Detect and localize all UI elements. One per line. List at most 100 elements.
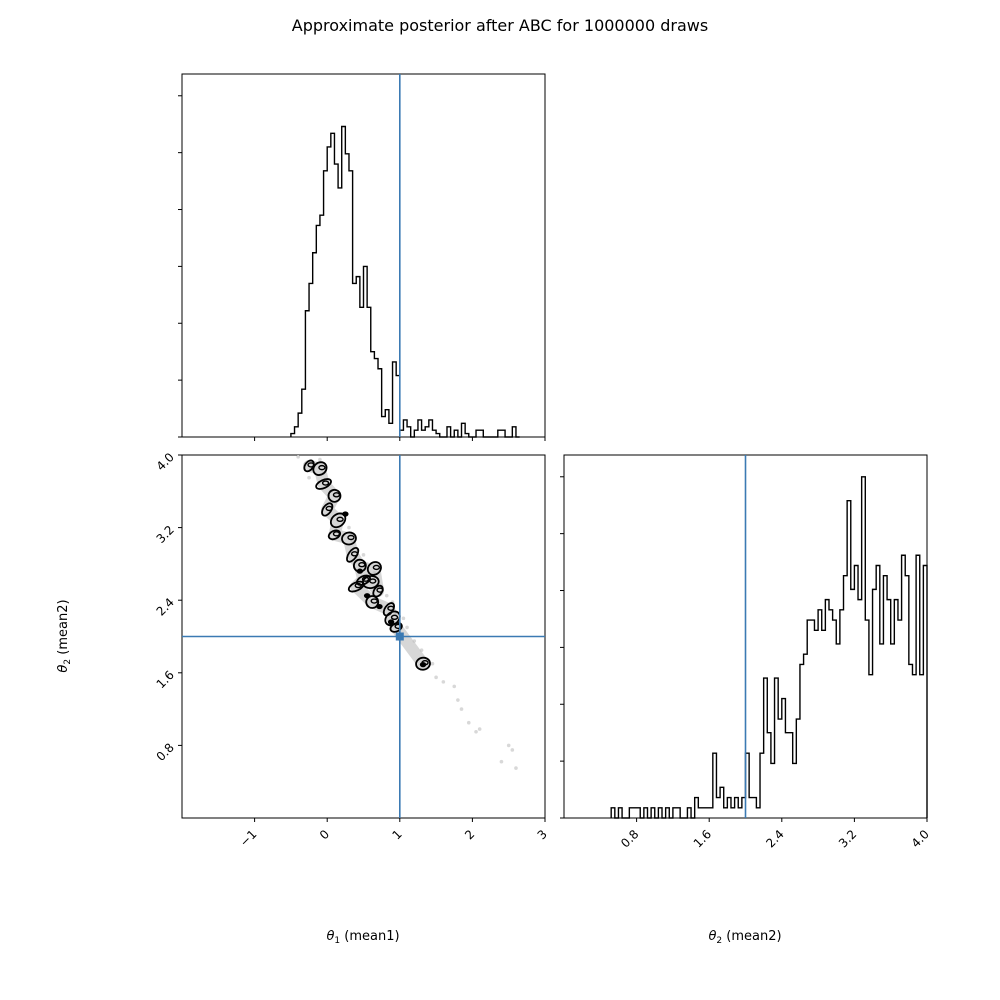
contour-level — [327, 529, 342, 541]
contour-level — [318, 464, 326, 471]
contour-peak — [387, 619, 395, 625]
histogram-bin — [629, 808, 640, 818]
scatter-point — [361, 553, 366, 557]
scatter-point — [434, 675, 438, 680]
histogram-bin — [327, 147, 331, 437]
contour-level — [346, 546, 360, 563]
contour-level — [352, 558, 367, 573]
scatter-point — [401, 616, 406, 621]
histogram-bin — [738, 808, 742, 818]
histogram-bin — [749, 798, 756, 818]
contour-level — [350, 551, 359, 557]
histogram-bin — [854, 565, 858, 818]
contour-level — [387, 605, 395, 611]
contour-level — [389, 622, 403, 633]
histogram-bin — [382, 417, 386, 437]
panel-joint-contour: −1 0 1 2 3 0.8 1.6 2.4 3.2 4.0 — [154, 450, 550, 849]
histogram-outline — [290, 125, 520, 438]
scatter-point — [296, 455, 300, 459]
histogram-bin — [345, 154, 349, 437]
histogram-bin — [331, 133, 335, 437]
scatter-point — [307, 475, 311, 480]
histogram-bin — [698, 808, 702, 818]
contour-level — [372, 564, 381, 571]
scatter-point — [459, 707, 464, 711]
contour-level — [376, 587, 384, 593]
histogram-bin — [920, 675, 924, 818]
histogram-bin — [869, 675, 873, 818]
histogram-bin — [731, 808, 735, 818]
histogram-bin — [825, 600, 829, 818]
contour-level — [327, 488, 342, 503]
y-tick-label: 1.6 — [154, 668, 177, 691]
contour-level — [390, 614, 399, 621]
histogram-bin — [360, 307, 364, 437]
contour-peak — [356, 568, 364, 574]
histogram-bin — [771, 763, 775, 818]
scatter-point — [514, 766, 518, 770]
histogram-bin — [498, 430, 505, 437]
scatter-point — [510, 748, 515, 752]
histogram-bin — [880, 644, 884, 818]
contour-level — [325, 505, 333, 512]
histogram-bin — [778, 719, 782, 818]
x-axis-label-theta1: θ1 (mean1) — [326, 929, 399, 946]
y-axis-label-theta2: θ2 (mean2) — [56, 599, 73, 672]
contour-level — [366, 561, 382, 576]
x-tick-label: 3.2 — [836, 827, 859, 850]
histogram-bin — [807, 620, 814, 818]
x-tick-label: 2 — [462, 827, 477, 842]
scatter-point — [466, 720, 471, 725]
y-tick-label: 4.0 — [154, 450, 177, 473]
histogram-bin — [702, 808, 713, 818]
x-tick-label: −1 — [237, 827, 259, 849]
axes-frame — [181, 73, 546, 438]
x-tick-label: 0 — [317, 827, 332, 842]
histogram-bin — [724, 808, 728, 818]
histogram-bin — [822, 630, 826, 818]
x-tick-label: 3 — [535, 827, 550, 842]
contour-peak — [342, 511, 349, 517]
y-tick-label: 2.4 — [154, 595, 177, 618]
contour-peak — [363, 593, 371, 599]
contour-level — [315, 478, 332, 490]
contour-level — [370, 598, 378, 604]
histogram-bin — [756, 808, 760, 818]
contour-level — [394, 623, 402, 630]
scatter-point — [474, 729, 478, 734]
histogram-bin — [338, 188, 342, 437]
histogram-bin — [320, 215, 324, 437]
contour-level — [321, 480, 330, 486]
contour-level — [312, 461, 328, 476]
contour-level — [354, 582, 362, 589]
scatter-point — [477, 727, 482, 731]
x-tick-label: 2.4 — [763, 827, 786, 850]
scatter-point — [347, 525, 351, 530]
contour-level — [336, 516, 344, 523]
histogram-bin — [818, 610, 822, 818]
scatter-point — [499, 759, 504, 764]
x-tick-label: 1 — [389, 827, 404, 842]
histogram-bin — [844, 576, 848, 818]
contour-level — [332, 492, 341, 498]
histogram-bin — [851, 589, 855, 818]
contour-level — [358, 562, 366, 568]
histogram-bin — [785, 733, 792, 818]
contour-level — [332, 531, 341, 537]
contour-peak — [376, 603, 383, 610]
histogram-bin — [422, 430, 426, 437]
panel-theta1-histogram — [178, 73, 546, 441]
histogram-bin — [374, 359, 378, 437]
scatter-point — [441, 680, 446, 684]
x-tick-label: 0.8 — [618, 827, 641, 850]
histogram-bin — [334, 164, 338, 437]
contour-level — [347, 534, 355, 541]
scatter-point — [452, 684, 457, 689]
histogram-bin — [353, 283, 357, 437]
truth-marker — [395, 632, 404, 641]
contour-level — [341, 531, 357, 546]
histogram-bin — [371, 352, 375, 437]
histogram-bin — [716, 798, 720, 818]
x-tick-label: 4.0 — [909, 827, 932, 850]
scatter-point — [456, 698, 460, 702]
